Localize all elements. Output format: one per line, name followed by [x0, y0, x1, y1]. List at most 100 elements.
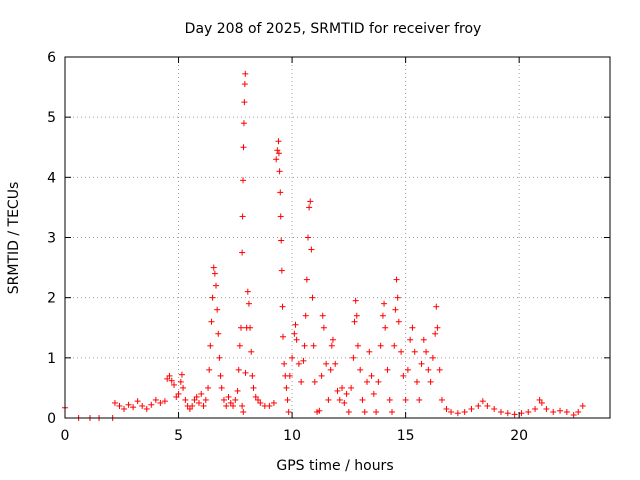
data-point	[443, 405, 450, 412]
data-point	[164, 375, 171, 382]
data-point	[275, 138, 282, 145]
data-point	[427, 378, 434, 385]
data-point	[173, 393, 180, 400]
data-point	[177, 378, 184, 385]
data-point	[236, 342, 243, 349]
data-point	[504, 410, 511, 417]
data-point	[394, 294, 401, 301]
data-point	[161, 398, 168, 405]
data-point	[418, 360, 425, 367]
data-point	[240, 408, 247, 415]
x-axis-title: GPS time / hours	[276, 458, 393, 474]
data-point	[429, 354, 436, 361]
data-point	[448, 408, 455, 415]
data-point	[320, 324, 327, 331]
chart-title: Day 208 of 2025, SRMTID for receiver fro…	[185, 21, 482, 37]
data-point	[248, 348, 255, 355]
x-tick-label: 10	[283, 428, 301, 444]
data-point	[252, 393, 259, 400]
data-point	[336, 396, 343, 403]
data-point	[475, 402, 482, 409]
data-point	[359, 396, 366, 403]
data-point	[364, 378, 371, 385]
data-point	[409, 324, 416, 331]
data-point	[168, 377, 175, 384]
y-axis-title: SRMTID / TECUs	[6, 182, 22, 295]
data-point	[461, 408, 468, 415]
data-point	[208, 318, 215, 325]
x-tick-label: 20	[510, 428, 528, 444]
data-point	[538, 399, 545, 406]
data-point	[293, 336, 300, 343]
data-point	[198, 390, 205, 397]
data-point	[220, 396, 227, 403]
data-point	[343, 390, 350, 397]
data-point	[318, 372, 325, 379]
data-point	[357, 366, 364, 373]
data-point	[281, 360, 288, 367]
data-point	[575, 408, 582, 415]
x-tick-label: 15	[397, 428, 415, 444]
data-point	[240, 120, 247, 127]
data-point	[239, 213, 246, 220]
data-point	[200, 402, 207, 409]
data-point	[416, 396, 423, 403]
data-point	[395, 318, 402, 325]
data-point	[400, 372, 407, 379]
data-point	[379, 312, 386, 319]
data-point	[300, 357, 307, 364]
data-point	[171, 381, 177, 388]
data-point	[227, 399, 234, 406]
data-point	[329, 336, 336, 343]
data-point	[301, 342, 308, 349]
data-point	[270, 399, 277, 406]
data-point	[404, 366, 411, 373]
data-point	[536, 396, 543, 403]
data-point	[250, 384, 257, 391]
data-point	[307, 198, 314, 205]
data-point	[382, 324, 389, 331]
data-point	[274, 147, 281, 154]
data-point	[434, 324, 441, 331]
data-point	[298, 378, 305, 385]
data-point	[532, 405, 539, 412]
data-point	[143, 405, 150, 412]
data-points	[62, 70, 586, 421]
data-point	[579, 402, 586, 409]
data-point	[214, 306, 221, 313]
data-point	[316, 407, 323, 414]
data-point	[327, 366, 334, 373]
data-point	[166, 372, 173, 379]
data-point	[239, 249, 246, 256]
data-point	[152, 396, 159, 403]
data-point	[377, 342, 384, 349]
data-point	[111, 399, 118, 406]
data-point	[468, 405, 475, 412]
data-point	[206, 366, 213, 373]
data-point	[286, 372, 293, 379]
data-point	[398, 348, 405, 355]
data-point	[484, 402, 491, 409]
data-point	[570, 411, 577, 418]
data-point	[217, 372, 224, 379]
data-point	[242, 70, 249, 77]
data-point	[391, 342, 398, 349]
data-point	[491, 405, 498, 412]
data-point	[205, 384, 212, 391]
data-point	[438, 396, 445, 403]
data-point	[375, 378, 382, 385]
x-tick-label: 5	[174, 428, 183, 444]
data-point	[291, 330, 298, 337]
data-point	[235, 366, 242, 373]
data-point	[134, 398, 141, 405]
data-point	[210, 264, 217, 271]
data-point	[245, 300, 252, 307]
data-point	[241, 99, 248, 106]
data-point	[393, 276, 400, 283]
data-point	[392, 306, 399, 313]
data-point	[244, 288, 251, 295]
data-point	[237, 324, 244, 331]
data-point	[350, 354, 357, 361]
data-point	[211, 270, 218, 277]
data-point	[366, 348, 373, 355]
